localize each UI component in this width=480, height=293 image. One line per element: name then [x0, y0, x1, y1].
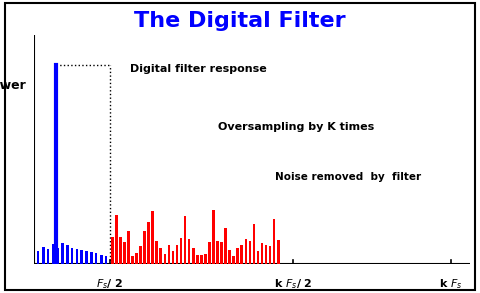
- Bar: [36, 251, 39, 264]
- Bar: [115, 215, 118, 264]
- Bar: [188, 239, 191, 264]
- Bar: [139, 246, 142, 264]
- Bar: [90, 252, 93, 264]
- Bar: [100, 255, 103, 264]
- Bar: [261, 243, 264, 264]
- Bar: [180, 238, 182, 264]
- Bar: [240, 245, 243, 264]
- Text: $F_s$/ 2: $F_s$/ 2: [96, 277, 124, 291]
- Bar: [80, 250, 83, 264]
- Bar: [184, 216, 186, 264]
- Bar: [204, 254, 207, 264]
- Bar: [192, 248, 194, 264]
- Bar: [200, 255, 203, 264]
- Bar: [249, 241, 251, 264]
- Bar: [75, 249, 78, 264]
- Bar: [42, 247, 45, 264]
- Bar: [237, 248, 239, 264]
- Bar: [105, 256, 108, 264]
- Bar: [123, 242, 126, 264]
- Bar: [56, 248, 59, 264]
- Bar: [127, 231, 130, 264]
- Bar: [176, 245, 178, 264]
- Bar: [232, 256, 235, 264]
- Bar: [144, 231, 146, 264]
- Bar: [208, 242, 211, 264]
- Bar: [151, 211, 154, 264]
- Bar: [252, 224, 255, 264]
- Bar: [51, 244, 54, 264]
- Bar: [147, 222, 150, 264]
- Bar: [47, 249, 49, 264]
- Bar: [212, 210, 215, 264]
- Bar: [277, 240, 279, 264]
- Bar: [159, 248, 162, 264]
- Bar: [156, 241, 158, 264]
- Bar: [220, 242, 223, 264]
- Bar: [61, 243, 64, 264]
- Text: Power: Power: [0, 79, 27, 92]
- Text: Oversampling by K times: Oversampling by K times: [217, 122, 374, 132]
- Text: The Digital Filter: The Digital Filter: [134, 11, 346, 30]
- Text: Digital filter response: Digital filter response: [130, 64, 266, 74]
- Bar: [224, 229, 227, 264]
- Bar: [265, 245, 267, 264]
- Bar: [111, 237, 114, 264]
- Bar: [85, 251, 88, 264]
- Text: Noise removed  by  filter: Noise removed by filter: [275, 172, 421, 182]
- Bar: [216, 241, 219, 264]
- Bar: [135, 253, 138, 264]
- Text: k $F_s$/ 2: k $F_s$/ 2: [274, 277, 313, 291]
- Bar: [273, 219, 276, 264]
- Bar: [257, 251, 259, 264]
- Bar: [95, 253, 97, 264]
- Bar: [168, 245, 170, 264]
- Bar: [228, 250, 231, 264]
- Bar: [244, 239, 247, 264]
- Bar: [172, 251, 174, 264]
- Bar: [269, 246, 271, 264]
- Bar: [119, 237, 121, 264]
- Bar: [71, 248, 73, 264]
- Bar: [131, 256, 134, 264]
- Text: k $F_s$: k $F_s$: [439, 277, 463, 291]
- Bar: [164, 254, 166, 264]
- Bar: [196, 255, 199, 264]
- Bar: [66, 246, 69, 264]
